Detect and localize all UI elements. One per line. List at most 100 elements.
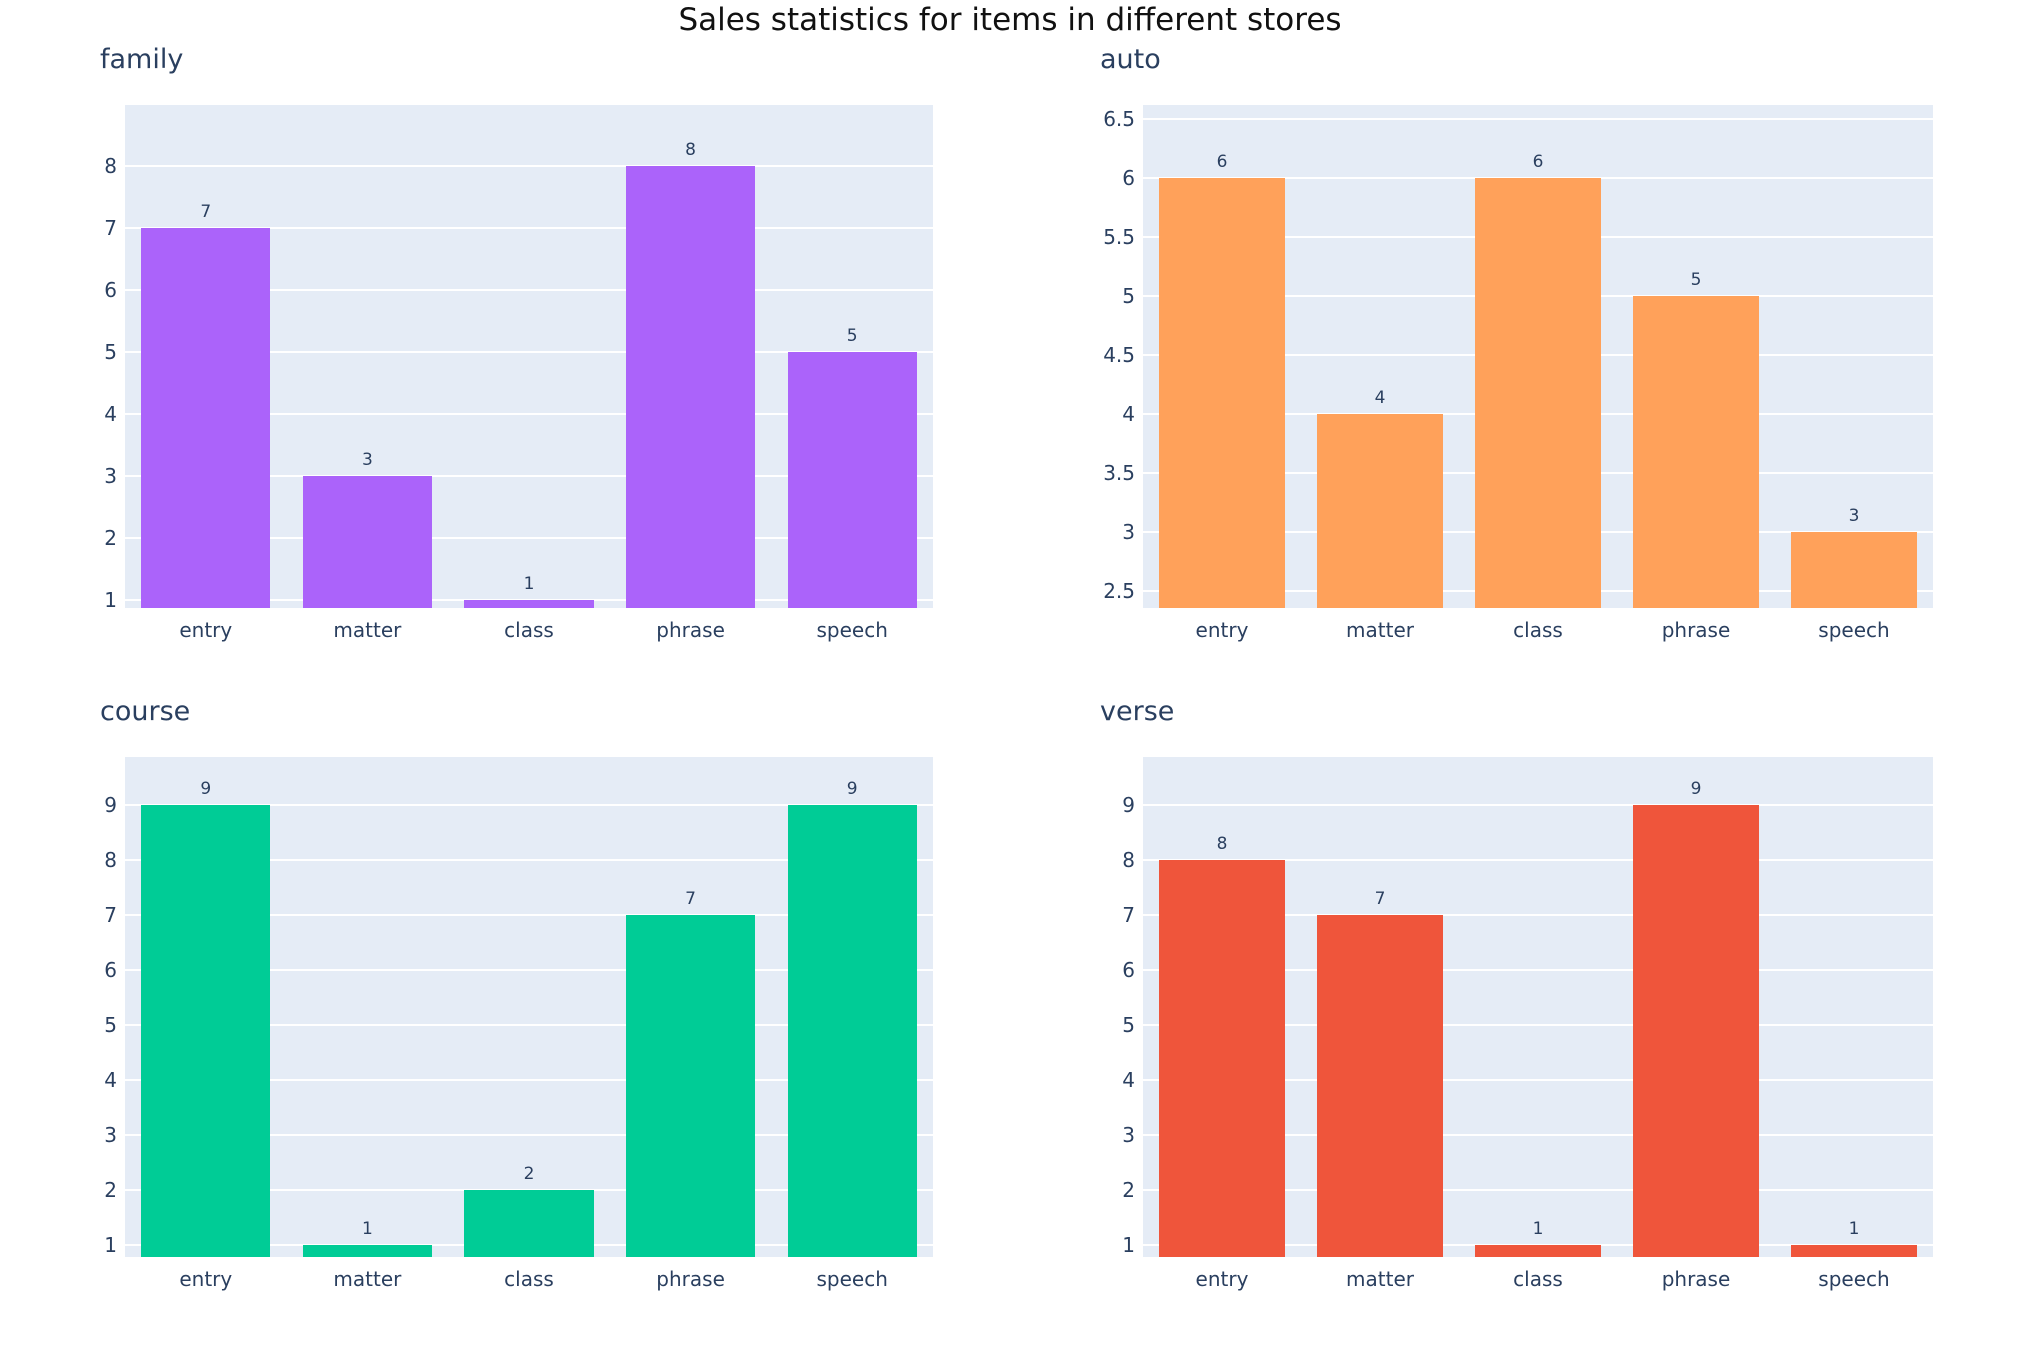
y-tick-label: 5: [1122, 284, 1135, 309]
gridline: [125, 226, 933, 229]
gridline: [125, 1133, 933, 1136]
y-tick-label: 5: [104, 339, 117, 364]
gridline: [125, 1078, 933, 1081]
gridline: [1143, 118, 1933, 121]
x-tick-label: matter: [1346, 1267, 1414, 1291]
bar-value-label: 8: [685, 139, 696, 160]
bar-verse-phrase: [1632, 804, 1760, 1257]
subplot-title-course: course: [100, 696, 191, 727]
bar-value-label: 1: [523, 573, 535, 594]
y-tick-label: 2: [104, 1177, 117, 1202]
x-tick-label: phrase: [656, 1267, 725, 1291]
x-tick-label: class: [1513, 1267, 1563, 1291]
bar-value-label: 8: [1216, 833, 1228, 854]
bar-family-matter: [302, 475, 433, 608]
x-tick-label: speech: [1818, 618, 1890, 642]
y-tick-label: 3: [1122, 520, 1135, 545]
y-tick-label: 1: [104, 1232, 117, 1257]
bar-value-label: 1: [1532, 1218, 1544, 1239]
bar-auto-class: [1474, 178, 1602, 608]
gridline: [125, 1023, 933, 1026]
y-tick-label: 4: [104, 401, 117, 426]
y-tick-label: 9: [1122, 792, 1135, 817]
bar-course-matter: [302, 1244, 433, 1257]
gridline: [125, 288, 933, 291]
gridline: [125, 474, 933, 477]
y-tick-label: 8: [104, 847, 117, 872]
y-tick-label: 8: [1122, 847, 1135, 872]
y-tick-label: 9: [104, 792, 117, 817]
gridline: [1143, 803, 1933, 806]
bar-value-label: 6: [1216, 152, 1228, 173]
gridline: [1143, 913, 1933, 916]
gridline: [125, 803, 933, 806]
gridline: [125, 164, 933, 167]
y-tick-label: 6: [1122, 957, 1135, 982]
bar-course-speech: [787, 804, 917, 1257]
bar-value-label: 5: [846, 325, 858, 346]
y-tick-label: 5.5: [1103, 225, 1135, 250]
bar-verse-speech: [1790, 1244, 1918, 1257]
y-tick-label: 3.5: [1103, 461, 1135, 486]
x-tick-label: phrase: [1661, 618, 1731, 642]
y-tick-label: 5: [104, 1012, 117, 1037]
subplot-title-family: family: [100, 44, 184, 75]
bar-course-entry: [141, 804, 271, 1257]
bar-family-entry: [141, 227, 271, 608]
y-tick-label: 6: [1122, 166, 1135, 191]
y-tick-label: 4.5: [1103, 343, 1135, 368]
bar-value-label: 1: [361, 1218, 373, 1239]
bar-verse-class: [1474, 1244, 1602, 1257]
y-tick-label: 1: [104, 587, 117, 612]
subplot-title-auto: auto: [1100, 44, 1161, 75]
subplot-title-verse: verse: [1100, 696, 1175, 727]
gridline: [1143, 1133, 1933, 1136]
gridline: [1143, 1023, 1933, 1026]
bar-value-label: 6: [1532, 152, 1544, 173]
y-tick-label: 2: [1122, 1177, 1135, 1202]
gridline: [1143, 1188, 1933, 1191]
figure-main-title: Sales statistics for items in different …: [678, 2, 1342, 38]
y-tick-label: 3: [1122, 1122, 1135, 1147]
x-tick-label: matter: [1346, 618, 1414, 642]
bar-family-speech: [787, 351, 917, 608]
bar-value-label: 7: [1374, 888, 1386, 909]
y-tick-label: 4: [104, 1067, 117, 1092]
gridline: [1143, 858, 1933, 861]
x-tick-label: entry: [1195, 1267, 1249, 1291]
bar-value-label: 3: [1848, 506, 1860, 527]
y-tick-label: 2: [104, 525, 117, 550]
x-tick-label: matter: [333, 1267, 402, 1291]
x-tick-label: speech: [816, 618, 888, 642]
gridline: [125, 858, 933, 861]
x-tick-label: matter: [333, 618, 402, 642]
y-tick-label: 6: [104, 277, 117, 302]
x-tick-label: phrase: [1661, 1267, 1731, 1291]
bar-value-label: 9: [200, 778, 212, 799]
bar-verse-entry: [1158, 859, 1286, 1257]
x-tick-label: entry: [1195, 618, 1249, 642]
y-tick-label: 6.5: [1103, 107, 1135, 132]
bar-family-phrase: [625, 165, 756, 608]
y-tick-label: 7: [104, 902, 117, 927]
y-tick-label: 3: [104, 1122, 117, 1147]
gridline: [125, 536, 933, 539]
bar-value-label: 2: [523, 1163, 535, 1184]
y-tick-label: 3: [104, 463, 117, 488]
bar-auto-matter: [1316, 414, 1444, 608]
x-tick-label: phrase: [656, 618, 725, 642]
bar-value-label: 1: [1848, 1218, 1860, 1239]
bar-value-label: 4: [1374, 388, 1386, 409]
x-tick-label: class: [504, 618, 554, 642]
bar-value-label: 9: [846, 778, 858, 799]
y-tick-label: 7: [104, 215, 117, 240]
bar-auto-phrase: [1632, 296, 1760, 608]
bar-family-class: [464, 599, 594, 608]
y-tick-label: 2.5: [1103, 579, 1135, 604]
y-tick-label: 4: [1122, 402, 1135, 427]
bar-course-class: [464, 1189, 594, 1257]
y-tick-label: 5: [1122, 1012, 1135, 1037]
bar-value-label: 3: [361, 449, 373, 470]
gridline: [125, 968, 933, 971]
x-tick-label: speech: [1818, 1267, 1890, 1291]
